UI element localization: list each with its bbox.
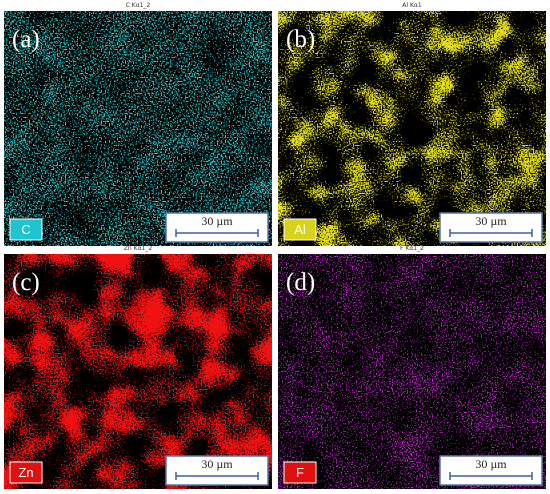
panel: Al Kα1 (b) Al 30 µm <box>278 2 546 246</box>
scale-bar-box <box>165 455 269 486</box>
map-label: Al Kα1 <box>402 2 422 9</box>
element-map <box>278 254 546 489</box>
panel: F Kα1_2 (d) F 30 µm <box>278 245 546 489</box>
panel: Zn Kα1_2 (c) Zn 30 µm <box>4 245 272 489</box>
element-badge <box>9 218 43 241</box>
element-label: F <box>296 465 304 480</box>
scale-bar-box <box>439 212 543 243</box>
element-label: Zn <box>18 465 33 480</box>
element-badge <box>283 218 317 241</box>
scale-bar-label: 30 µm <box>201 214 233 228</box>
element-map <box>278 11 546 246</box>
map-label: F Kα1_2 <box>400 245 424 252</box>
scale-bar-label: 30 µm <box>201 457 233 471</box>
scale-bar-label: 30 µm <box>475 214 507 228</box>
element-map <box>4 254 272 489</box>
panel-letter: (d) <box>286 269 315 296</box>
map-label: Zn Kα1_2 <box>124 245 153 252</box>
panel-letter: (b) <box>286 26 315 53</box>
scale-bar-box <box>439 455 543 486</box>
element-badge <box>283 461 317 484</box>
map-label: C Kα1_2 <box>126 2 151 9</box>
element-label: Al <box>294 222 306 237</box>
panel-letter: (c) <box>12 269 40 296</box>
panel-letter: (a) <box>12 26 40 53</box>
scale-bar-box <box>165 212 269 243</box>
element-label: C <box>21 222 30 237</box>
scale-bar-label: 30 µm <box>475 457 507 471</box>
element-map <box>4 11 272 246</box>
element-badge <box>9 461 43 484</box>
panel: C Kα1_2 (a) C 30 µm <box>4 2 272 246</box>
